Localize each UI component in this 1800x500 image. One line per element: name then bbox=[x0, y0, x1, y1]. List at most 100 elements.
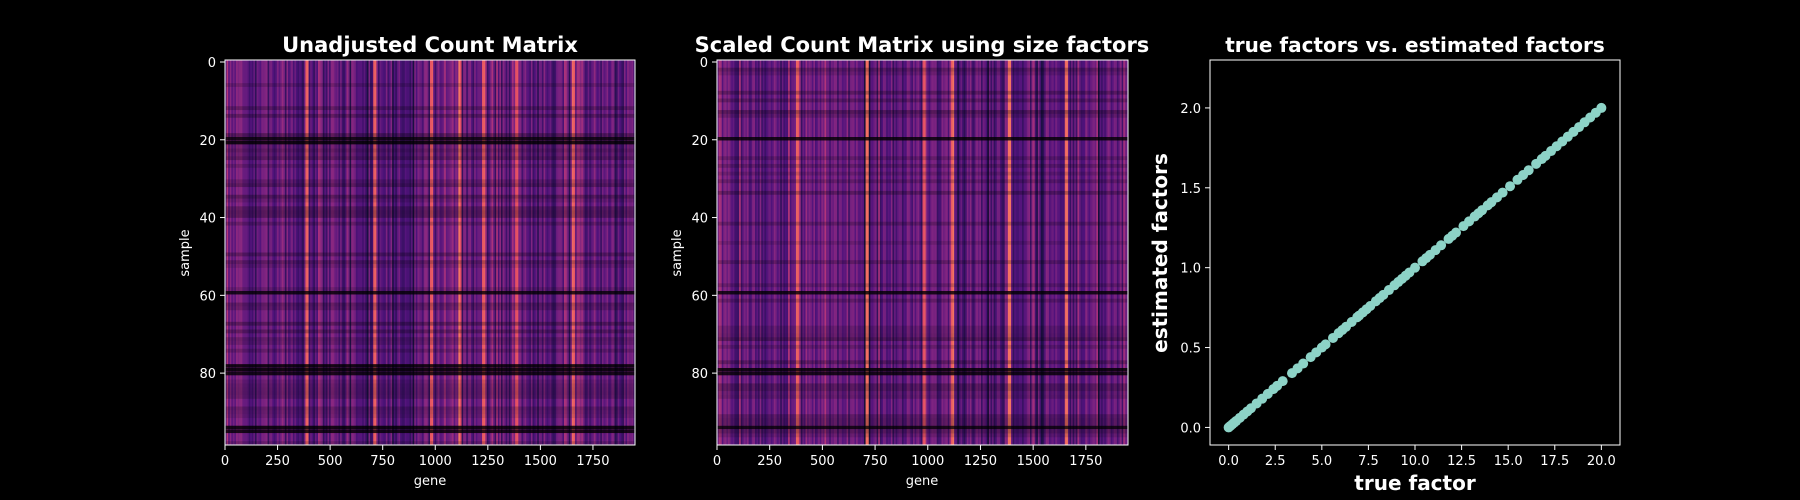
gene-column bbox=[264, 60, 267, 445]
gene-column bbox=[1093, 60, 1096, 445]
x-tick-label: 1500 bbox=[524, 454, 557, 469]
gene-column bbox=[811, 60, 814, 445]
chart-title: Unadjusted Count Matrix bbox=[282, 33, 578, 57]
x-tick-label: 1250 bbox=[964, 454, 997, 469]
x-tick-label: 0 bbox=[713, 454, 721, 469]
gene-column bbox=[305, 60, 308, 445]
gene-column bbox=[903, 60, 906, 445]
sample-row bbox=[225, 337, 635, 342]
gene-column bbox=[1120, 60, 1123, 445]
gene-column bbox=[1097, 60, 1100, 445]
gene-column bbox=[775, 60, 778, 445]
gene-column bbox=[477, 60, 480, 445]
gene-column bbox=[248, 60, 251, 445]
gene-column bbox=[474, 60, 477, 445]
gene-column bbox=[456, 60, 459, 445]
low-count-sample-row bbox=[225, 425, 635, 430]
gene-column bbox=[407, 60, 410, 445]
gene-column bbox=[974, 60, 977, 445]
gene-column bbox=[516, 60, 519, 445]
gene-column bbox=[800, 60, 803, 445]
sample-row bbox=[225, 148, 635, 153]
gene-column bbox=[390, 60, 393, 445]
gene-column bbox=[1060, 60, 1063, 445]
gene-column bbox=[627, 60, 630, 445]
gene-column bbox=[1094, 60, 1097, 445]
gene-column bbox=[277, 60, 280, 445]
gene-column bbox=[889, 60, 892, 445]
gene-column bbox=[781, 60, 784, 445]
gene-column bbox=[754, 60, 757, 445]
gene-column bbox=[871, 60, 874, 445]
gene-column bbox=[1066, 60, 1069, 445]
gene-column bbox=[873, 60, 876, 445]
sample-row bbox=[225, 391, 635, 395]
gene-column bbox=[311, 60, 314, 445]
gene-column bbox=[1123, 60, 1126, 445]
y-axis-label: sample bbox=[670, 229, 685, 276]
gene-column bbox=[737, 60, 740, 445]
gene-column bbox=[1029, 60, 1032, 445]
x-axis-label: gene bbox=[414, 474, 447, 489]
gene-column bbox=[240, 60, 243, 445]
gene-column bbox=[1104, 60, 1107, 445]
gene-column bbox=[534, 60, 537, 445]
gene-column bbox=[739, 60, 742, 445]
gene-column bbox=[370, 60, 373, 445]
gene-column bbox=[532, 60, 535, 445]
gene-column bbox=[302, 60, 305, 445]
gene-column bbox=[916, 60, 919, 445]
x-axis-ticks: 0 250 500 750 1000 1250 1500 1750 bbox=[221, 445, 609, 469]
low-count-sample-row bbox=[717, 371, 1128, 376]
gene-column bbox=[329, 60, 332, 445]
gene-column bbox=[837, 60, 840, 445]
gene-column bbox=[316, 60, 319, 445]
gene-column bbox=[332, 60, 335, 445]
gene-column bbox=[341, 60, 344, 445]
scatter-panel: true factors vs. estimated factors 0.0 2.… bbox=[1148, 33, 1621, 495]
gene-column bbox=[461, 60, 464, 445]
gene-column bbox=[573, 60, 576, 445]
gene-column bbox=[928, 60, 931, 445]
gene-column bbox=[291, 60, 294, 445]
gene-column bbox=[243, 60, 246, 445]
heatmap-cells bbox=[225, 60, 635, 445]
gene-column bbox=[393, 60, 396, 445]
gene-column bbox=[493, 60, 496, 445]
gene-column bbox=[327, 60, 330, 445]
gene-column bbox=[620, 60, 623, 445]
gene-column bbox=[957, 60, 960, 445]
sample-row bbox=[717, 421, 1128, 426]
gene-column bbox=[1037, 60, 1040, 445]
y-tick-label: 80 bbox=[199, 367, 216, 382]
sample-row bbox=[225, 379, 635, 384]
gene-column bbox=[579, 60, 582, 445]
gene-column bbox=[496, 60, 499, 445]
gene-column bbox=[497, 60, 500, 445]
gene-column bbox=[941, 60, 944, 445]
gene-column bbox=[362, 60, 365, 445]
gene-column bbox=[1041, 60, 1044, 445]
y-tick-label: 40 bbox=[691, 212, 708, 227]
gene-column bbox=[867, 60, 870, 445]
gene-column bbox=[747, 60, 750, 445]
gene-column bbox=[901, 60, 904, 445]
gene-column bbox=[475, 60, 478, 445]
gene-column bbox=[586, 60, 589, 445]
gene-column bbox=[936, 60, 939, 445]
gene-column bbox=[363, 60, 366, 445]
gene-column bbox=[930, 60, 933, 445]
sample-row bbox=[717, 394, 1128, 399]
gene-column bbox=[821, 60, 824, 445]
x-tick-label: 500 bbox=[810, 454, 835, 469]
gene-column bbox=[998, 60, 1001, 445]
gene-column bbox=[770, 60, 773, 445]
gene-column bbox=[253, 60, 256, 445]
gene-column bbox=[769, 60, 772, 445]
gene-column bbox=[721, 60, 724, 445]
gene-column bbox=[1004, 60, 1007, 445]
gene-column bbox=[992, 60, 995, 445]
gene-column bbox=[582, 60, 585, 445]
gene-column bbox=[878, 60, 881, 445]
gene-column bbox=[608, 60, 611, 445]
